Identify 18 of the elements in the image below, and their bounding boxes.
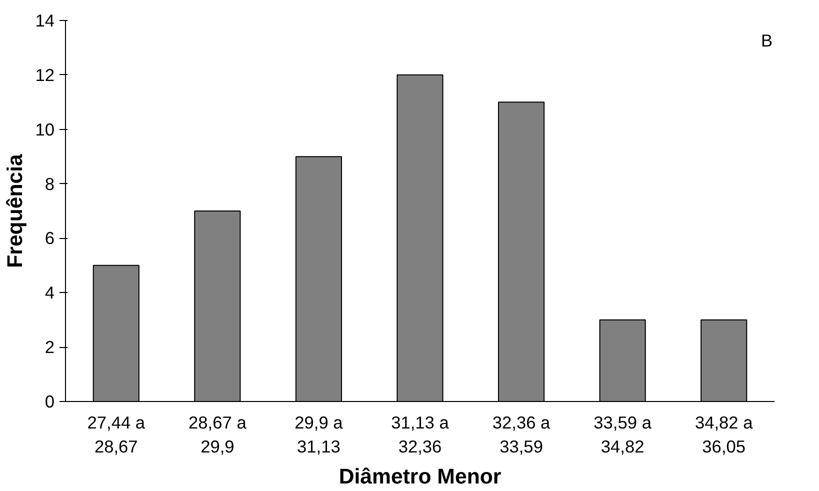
y-tick-label: 12 [35, 64, 55, 85]
x-tick-label: 31,13 a 32,36 [391, 412, 450, 456]
x-tick-label: 33,59 a 34,82 [594, 412, 652, 456]
y-tick-label: 6 [44, 228, 55, 248]
x-tick-label: 27,44 a 28,67 [87, 412, 146, 456]
x-tick-label: 32,36 a 33,59 [492, 412, 551, 456]
x-tick-label: 28,67 a 29,9 [188, 412, 247, 456]
x-tick-label: 29,9 a 31,13 [294, 412, 344, 456]
y-tick-label: 4 [44, 282, 55, 303]
x-tick-label: 34,82 a 36,05 [694, 412, 754, 456]
y-tick-label: 0 [44, 392, 55, 412]
y-tick-label: 10 [35, 119, 55, 140]
y-tick-label: 8 [44, 174, 55, 194]
y-tick-label: 14 [35, 10, 55, 30]
y-axis-title: Frequência [3, 154, 28, 268]
x-axis-title: Diâmetro Menor [338, 464, 502, 488]
annotation: B [760, 30, 773, 50]
y-tick-label: 2 [44, 337, 55, 358]
